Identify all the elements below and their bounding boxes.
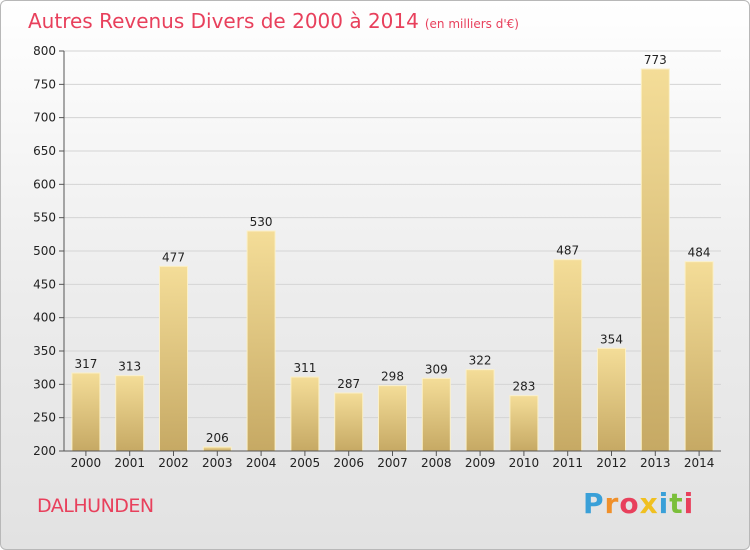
- bar-value-label: 287: [337, 377, 360, 391]
- x-tick-label: 2008: [421, 456, 452, 470]
- bar-value-label: 311: [293, 361, 316, 375]
- y-tick-label: 350: [33, 344, 56, 358]
- x-tick-label: 2003: [202, 456, 233, 470]
- chart-title: Autres Revenus Divers de 2000 à 2014 (en …: [28, 9, 519, 33]
- bar-value-label: 477: [162, 250, 185, 264]
- x-tick-label: 2005: [290, 456, 321, 470]
- bar[interactable]: [290, 376, 320, 452]
- logo-letter: o: [619, 487, 640, 520]
- x-tick-label: 2012: [596, 456, 627, 470]
- logo-letter: P: [583, 487, 605, 520]
- y-tick-label: 500: [33, 244, 56, 258]
- x-tick-label: 2013: [640, 456, 671, 470]
- town-name: DALHUNDEN: [37, 495, 154, 517]
- y-tick-label: 450: [33, 277, 56, 291]
- bar[interactable]: [553, 259, 583, 452]
- chart-unit: (en milliers d'€): [424, 17, 519, 31]
- y-tick-label: 700: [33, 111, 56, 125]
- x-tick-label: 2000: [71, 456, 102, 470]
- y-tick-label: 800: [33, 44, 56, 58]
- bar[interactable]: [71, 372, 101, 452]
- x-tick-label: 2009: [465, 456, 496, 470]
- y-tick-label: 300: [33, 377, 56, 391]
- logo-letter: i: [658, 487, 670, 520]
- x-tick-label: 2004: [246, 456, 277, 470]
- bar[interactable]: [421, 377, 451, 452]
- x-tick-label: 2001: [114, 456, 145, 470]
- chart-title-text: Autres Revenus Divers de 2000 à 2014: [28, 9, 419, 33]
- bar-value-label: 487: [556, 244, 579, 258]
- y-tick-label: 750: [33, 77, 56, 91]
- bar-value-label: 354: [600, 332, 623, 346]
- proxiti-logo[interactable]: Proxiti: [583, 487, 694, 520]
- x-axis: 2000 2001 2002 2003 2004 2005 2006 2007 2008 2009…: [64, 450, 721, 470]
- y-axis: 200 250 300 350 400 450 500 550 600 650 700 750 800: [33, 44, 65, 458]
- y-tick-label: 250: [33, 411, 56, 425]
- bar[interactable]: [378, 385, 407, 452]
- bar[interactable]: [640, 68, 670, 452]
- bar-value-label: 313: [118, 360, 141, 374]
- bar[interactable]: [115, 375, 145, 452]
- bar[interactable]: [597, 347, 626, 452]
- bar[interactable]: [202, 446, 232, 452]
- y-tick-label: 550: [33, 211, 56, 225]
- y-tick-label: 400: [33, 311, 56, 325]
- x-tick-label: 2006: [333, 456, 364, 470]
- x-tick-label: 2011: [552, 456, 583, 470]
- x-tick-label: 2014: [684, 456, 715, 470]
- bar-value-label: 530: [250, 215, 273, 229]
- logo-letter: r: [604, 487, 620, 520]
- bar[interactable]: [509, 395, 539, 452]
- bar[interactable]: [246, 230, 276, 452]
- bar[interactable]: [465, 369, 495, 452]
- bar-value-label: 283: [512, 380, 535, 394]
- bar[interactable]: [334, 392, 364, 452]
- bar-value-label: 317: [74, 357, 97, 371]
- y-tick-label: 200: [33, 444, 56, 458]
- bar-value-label: 309: [425, 362, 448, 376]
- x-tick-label: 2002: [158, 456, 189, 470]
- logo-letter: i: [683, 487, 695, 520]
- bar[interactable]: [159, 265, 188, 452]
- bar-value-label: 322: [469, 354, 492, 368]
- bars: 317 313 477 206 530 311 287 298 309 322 283 487 354 7…: [71, 53, 714, 452]
- x-tick-label: 2007: [377, 456, 408, 470]
- bar[interactable]: [684, 261, 714, 452]
- y-tick-label: 600: [33, 177, 56, 191]
- bar-value-label: 206: [206, 431, 229, 445]
- logo-letter: x: [639, 487, 659, 520]
- logo-letter: t: [669, 487, 684, 520]
- y-tick-label: 650: [33, 144, 56, 158]
- x-tick-label: 2010: [509, 456, 540, 470]
- bar-value-label: 484: [688, 246, 711, 260]
- bar-value-label: 773: [644, 53, 667, 67]
- bar-value-label: 298: [381, 370, 404, 384]
